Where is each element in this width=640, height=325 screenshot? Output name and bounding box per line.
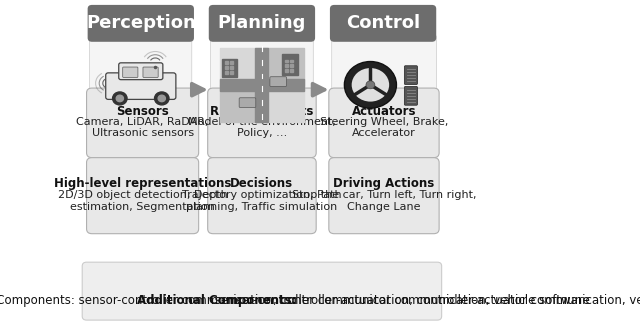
- Bar: [220, 79, 303, 91]
- FancyBboxPatch shape: [90, 35, 192, 128]
- FancyBboxPatch shape: [209, 5, 315, 42]
- Text: Stop the car, Turn left, Turn right,
Change Lane: Stop the car, Turn left, Turn right, Cha…: [292, 190, 476, 212]
- FancyBboxPatch shape: [239, 98, 256, 108]
- FancyBboxPatch shape: [332, 35, 436, 128]
- Bar: [220, 48, 262, 85]
- Circle shape: [154, 92, 169, 105]
- FancyBboxPatch shape: [119, 63, 163, 80]
- Text: Planning: Planning: [218, 14, 306, 32]
- Circle shape: [344, 61, 396, 108]
- FancyBboxPatch shape: [86, 88, 198, 158]
- Text: High-level representations: High-level representations: [54, 176, 231, 189]
- Text: Control: Control: [346, 14, 420, 32]
- Bar: [262, 85, 303, 122]
- Bar: [285, 59, 287, 62]
- Bar: [230, 71, 233, 73]
- Bar: [225, 66, 228, 69]
- Text: Perception: Perception: [86, 14, 196, 32]
- FancyBboxPatch shape: [208, 158, 316, 234]
- FancyBboxPatch shape: [329, 88, 439, 158]
- Text: 2D/3D object detection, Depth
estimation, Segmentation: 2D/3D object detection, Depth estimation…: [58, 190, 227, 212]
- FancyBboxPatch shape: [330, 5, 436, 42]
- Bar: [262, 48, 303, 85]
- FancyBboxPatch shape: [86, 158, 198, 234]
- Text: Camera, LiDAR, RaDAR,
Ultrasonic sensors: Camera, LiDAR, RaDAR, Ultrasonic sensors: [76, 117, 209, 138]
- FancyBboxPatch shape: [123, 67, 138, 77]
- Text: Steering Wheel, Brake,
Accelerator: Steering Wheel, Brake, Accelerator: [320, 117, 448, 138]
- Bar: [290, 64, 292, 67]
- Bar: [230, 61, 233, 64]
- Bar: [222, 59, 237, 77]
- Circle shape: [116, 95, 124, 102]
- Bar: [285, 64, 287, 67]
- FancyBboxPatch shape: [404, 66, 417, 84]
- Circle shape: [158, 95, 165, 102]
- Bar: [230, 66, 233, 69]
- FancyBboxPatch shape: [208, 88, 316, 158]
- FancyBboxPatch shape: [329, 158, 439, 234]
- Bar: [220, 85, 262, 122]
- Bar: [290, 69, 292, 72]
- Text: Actuators: Actuators: [352, 105, 416, 118]
- Text: sensor-controller communication, controller-actuator communication, vehicle soft: sensor-controller communication, control…: [211, 293, 640, 306]
- FancyBboxPatch shape: [106, 73, 176, 99]
- FancyBboxPatch shape: [143, 67, 158, 77]
- Text: Sensors: Sensors: [116, 105, 169, 118]
- FancyBboxPatch shape: [88, 5, 194, 42]
- Text: Decisions: Decisions: [230, 176, 294, 189]
- Text: Additional Components:: Additional Components:: [137, 293, 297, 306]
- Bar: [225, 71, 228, 73]
- Circle shape: [113, 92, 127, 105]
- Bar: [282, 54, 298, 75]
- Text: Additional Components: sensor-controller communication, controller-actuator comm: Additional Components: sensor-controller…: [0, 293, 590, 306]
- Text: RL Components: RL Components: [211, 105, 314, 118]
- FancyBboxPatch shape: [211, 35, 314, 128]
- Bar: [290, 59, 292, 62]
- Text: Model of the environment,
Policy, …: Model of the environment, Policy, …: [188, 117, 336, 138]
- Circle shape: [351, 68, 389, 102]
- Bar: [255, 48, 268, 122]
- FancyBboxPatch shape: [270, 77, 287, 86]
- FancyBboxPatch shape: [82, 262, 442, 320]
- Bar: [225, 61, 228, 64]
- Circle shape: [366, 81, 375, 89]
- FancyBboxPatch shape: [404, 86, 417, 105]
- Text: Driving Actions: Driving Actions: [333, 176, 435, 189]
- Text: Trajectory optimization, Path
planning, Traffic simulation: Trajectory optimization, Path planning, …: [182, 190, 342, 212]
- FancyBboxPatch shape: [220, 48, 303, 122]
- Bar: [285, 69, 287, 72]
